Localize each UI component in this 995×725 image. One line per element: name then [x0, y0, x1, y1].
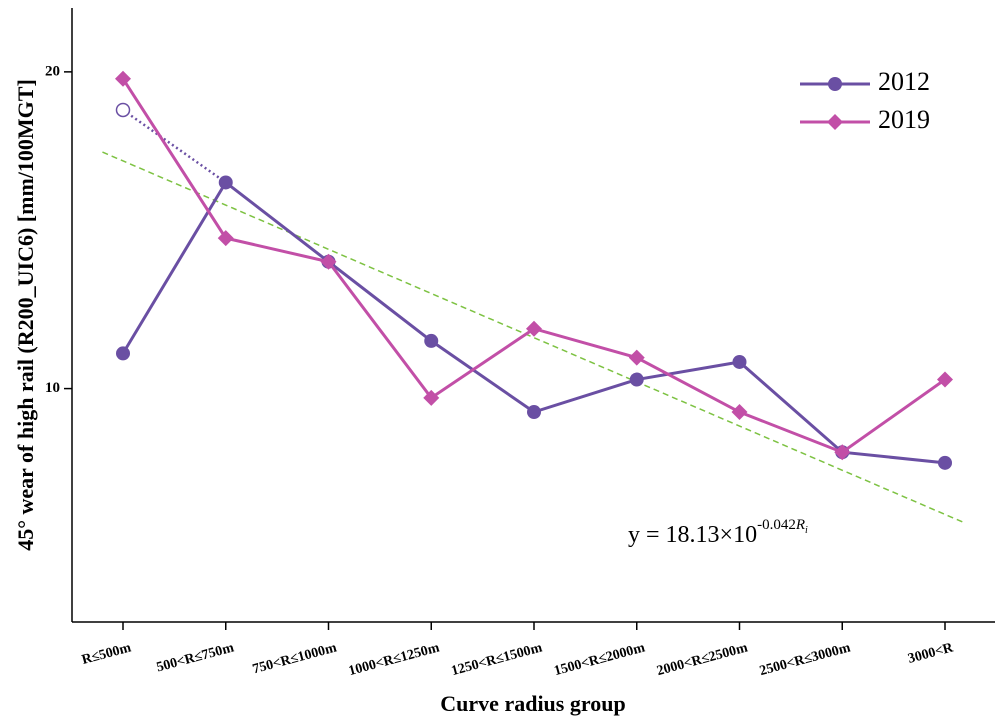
trend-equation: y = 18.13×10-0.042Ri — [628, 517, 808, 547]
x-tick-label: 1000<R≤1250m — [347, 640, 441, 679]
point — [217, 230, 234, 247]
projected-point — [115, 102, 131, 118]
y-tick-label: 10 — [45, 380, 60, 396]
point — [527, 405, 541, 420]
legend-label: 2019 — [878, 105, 930, 134]
y-axis-title: 45° wear of high rail (R200_UIC6) [mm/10… — [13, 79, 38, 551]
point — [937, 371, 953, 388]
point — [628, 349, 645, 366]
x-tick-label: 2500<R≤3000m — [758, 640, 852, 679]
point — [423, 389, 440, 406]
point — [629, 372, 644, 387]
point — [218, 175, 233, 190]
x-tick-label: R≤500m — [80, 640, 133, 668]
point — [938, 455, 952, 470]
point — [320, 253, 337, 270]
y-tick-label: 20 — [45, 63, 60, 79]
legend-label: 2012 — [878, 67, 930, 96]
x-tick-label: 2000<R≤2500m — [655, 640, 749, 679]
point — [526, 320, 542, 337]
equation-variable: R — [795, 517, 805, 533]
equation-base: y = 18.13×10 — [628, 522, 757, 548]
x-tick-label: 1500<R≤2000m — [552, 640, 646, 679]
x-tick-label: 500<R≤750m — [155, 640, 236, 675]
x-tick-label: 750<R≤1000m — [251, 640, 339, 677]
point — [424, 333, 439, 348]
projected-line — [122, 108, 227, 184]
equation-power: -0.042 — [757, 517, 796, 533]
series-line — [121, 77, 946, 454]
point — [116, 346, 130, 361]
x-tick-label: 1250<R≤1500m — [450, 640, 544, 679]
point — [115, 70, 131, 87]
x-axis-title: Curve radius group — [440, 691, 625, 716]
trend-line — [102, 151, 966, 524]
legend-marker — [827, 114, 843, 130]
point — [732, 354, 747, 369]
x-tick-label: 3000<R — [906, 640, 955, 667]
point — [834, 444, 851, 461]
point — [731, 404, 748, 421]
equation-subscript: i — [805, 525, 808, 536]
legend-marker — [828, 77, 842, 91]
